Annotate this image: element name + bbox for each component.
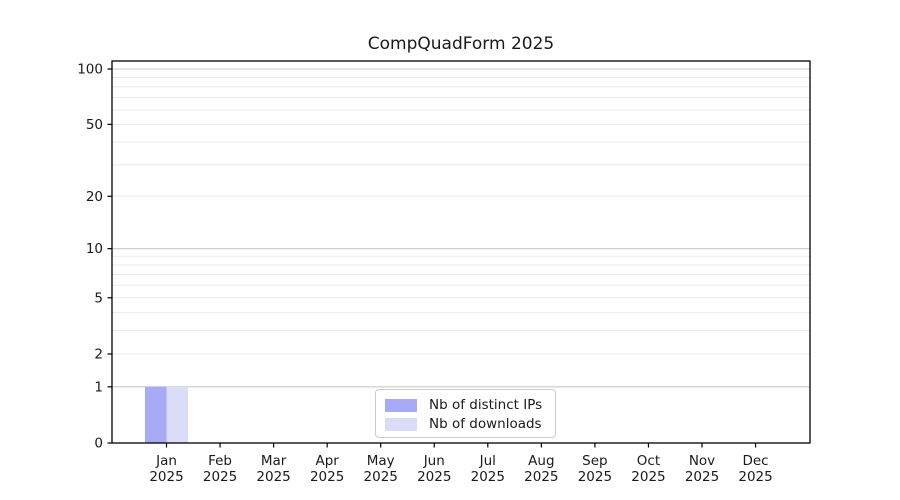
y-tick-label: 20 [86,189,103,205]
y-tick-label: 1 [94,379,103,395]
x-tick-label-month: Jun [423,453,445,469]
y-tick-label: 10 [86,241,103,257]
x-tick-label-month: Sep [582,453,607,469]
legend-item-downloads: Nb of downloads [385,415,547,433]
x-tick-label-month: Oct [637,453,660,469]
x-tick-label-month: Nov [689,453,715,469]
x-tick-label-year: 2025 [738,469,772,485]
legend-label: Nb of downloads [429,416,542,432]
x-tick-label-year: 2025 [685,469,719,485]
x-tick-label-month: Mar [261,453,287,469]
x-tick-label-year: 2025 [524,469,558,485]
x-tick-label-year: 2025 [631,469,665,485]
x-tick-label-year: 2025 [149,469,183,485]
chart-title: CompQuadForm 2025 [367,34,555,54]
legend-label: Nb of distinct IPs [429,397,543,413]
y-tick-label: 5 [94,290,103,306]
x-tick-label-month: Jan [155,453,177,469]
x-tick-label-year: 2025 [471,469,505,485]
x-tick-label-month: Dec [742,453,768,469]
x-tick-label-year: 2025 [310,469,344,485]
x-tick-label-month: Jul [479,453,496,469]
y-tick-label: 2 [94,346,103,362]
x-tick-label-month: Feb [208,453,232,469]
bar-jan-series0 [145,386,167,443]
x-tick-label-month: May [367,453,395,469]
x-tick-label-year: 2025 [203,469,237,485]
x-tick-label-year: 2025 [578,469,612,485]
x-tick-label-year: 2025 [417,469,451,485]
axes-spines [111,60,811,444]
legend-swatch-distinct-ips [385,398,417,412]
x-tick-label-year: 2025 [256,469,290,485]
x-tick-label-month: Apr [315,453,339,469]
y-tick-label: 50 [86,117,103,133]
legend-item-distinct-ips: Nb of distinct IPs [385,396,547,414]
y-tick-label: 0 [94,436,103,452]
legend-swatch-downloads [385,417,417,431]
x-tick-label-month: Aug [528,453,554,469]
x-tick-label-year: 2025 [364,469,398,485]
y-tick-label: 100 [77,62,103,78]
legend: Nb of distinct IPs Nb of downloads [375,389,556,438]
bar-jan-series1 [166,386,188,443]
